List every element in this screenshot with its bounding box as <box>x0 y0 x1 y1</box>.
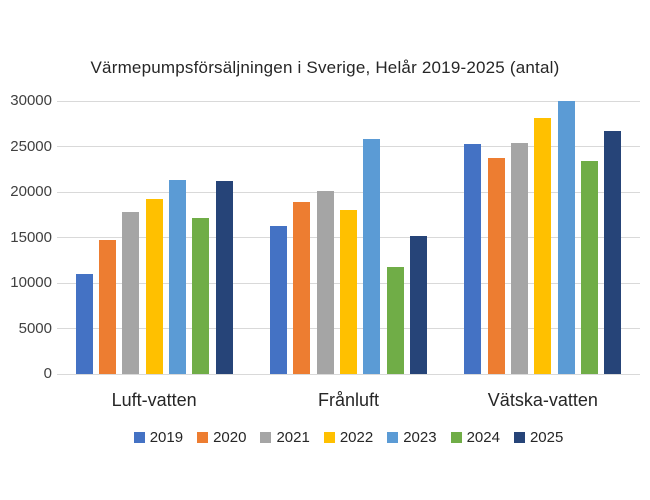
x-axis-category-label: Luft-vatten <box>111 390 197 410</box>
legend-label: 2022 <box>339 429 374 446</box>
legend-swatch-icon <box>323 432 335 443</box>
y-axis-tick-label: 5000 <box>18 319 52 337</box>
bar-2019-frånluft <box>270 225 288 374</box>
legend-item-2023: 2023 <box>387 429 437 446</box>
bar-2019-vätska-vatten <box>464 143 482 374</box>
y-axis-tick-label: 25000 <box>10 137 52 155</box>
plot-area <box>57 100 640 375</box>
chart-title: Värmepumpsförsäljningen i Sverige, Helår… <box>90 58 560 77</box>
legend-label: 2019 <box>149 429 184 446</box>
bar-2021-frånluft <box>316 191 334 374</box>
legend-swatch-icon <box>260 432 272 443</box>
bar-2025-luft-vatten <box>215 181 233 374</box>
bar-2023-vätska-vatten <box>557 101 575 374</box>
gridline <box>57 100 640 102</box>
legend-label: 2021 <box>276 429 310 446</box>
bar-2021-luft-vatten <box>122 212 140 374</box>
y-axis-tick-label: 20000 <box>10 183 52 200</box>
legend-swatch-icon <box>450 432 462 443</box>
legend-swatch-icon <box>387 432 399 443</box>
legend-item-2025: 2025 <box>513 429 564 446</box>
bar-2024-luft-vatten <box>192 218 210 374</box>
bar-2022-vätska-vatten <box>534 118 552 374</box>
bar-2020-frånluft <box>293 202 311 374</box>
bar-2024-vätska-vatten <box>580 161 598 374</box>
legend-label: 2020 <box>213 429 247 446</box>
legend: 2019 2020 2021 2022 2023 2024 2025 <box>57 429 640 446</box>
bar-2020-vätska-vatten <box>487 158 505 374</box>
bar-2023-luft-vatten <box>168 180 186 374</box>
legend-item-2020: 2020 <box>197 429 246 446</box>
x-axis: Luft-vatten Frånluft Vätska-vatten <box>57 390 640 414</box>
legend-swatch-icon <box>133 432 145 443</box>
gridline <box>57 191 640 193</box>
bar-2024-frånluft <box>386 266 404 374</box>
y-axis-tick-label: 15000 <box>10 228 52 246</box>
x-axis-category-label: Vätska-vatten <box>487 390 598 410</box>
y-axis-tick-label: 10000 <box>10 274 52 291</box>
y-axis: 0 5000 10000 15000 20000 25000 30000 <box>0 92 52 382</box>
y-axis-tick-label: 30000 <box>10 92 52 109</box>
gridline <box>57 146 640 147</box>
legend-label: 2025 <box>529 429 564 446</box>
legend-label: 2023 <box>403 429 437 446</box>
bar-2022-luft-vatten <box>145 199 163 374</box>
legend-swatch-icon <box>197 432 209 443</box>
bar-2020-luft-vatten <box>99 240 117 374</box>
bar-2022-frånluft <box>340 210 357 374</box>
y-axis-tick-label: 0 <box>43 365 52 382</box>
legend-item-2024: 2024 <box>450 429 500 446</box>
bar-2025-vätska-vatten <box>604 131 622 374</box>
bar-2023-frånluft <box>363 139 381 374</box>
bar-2021-vätska-vatten <box>511 142 529 374</box>
legend-item-2019: 2019 <box>133 429 184 446</box>
legend-label: 2024 <box>466 429 500 446</box>
bar-2019-luft-vatten <box>75 273 93 374</box>
legend-item-2022: 2022 <box>323 429 374 446</box>
legend-swatch-icon <box>513 432 525 443</box>
legend-item-2021: 2021 <box>260 429 310 446</box>
bar-2025-frånluft <box>409 235 427 374</box>
x-axis-category-label: Frånluft <box>317 390 380 410</box>
gridline <box>57 373 640 375</box>
